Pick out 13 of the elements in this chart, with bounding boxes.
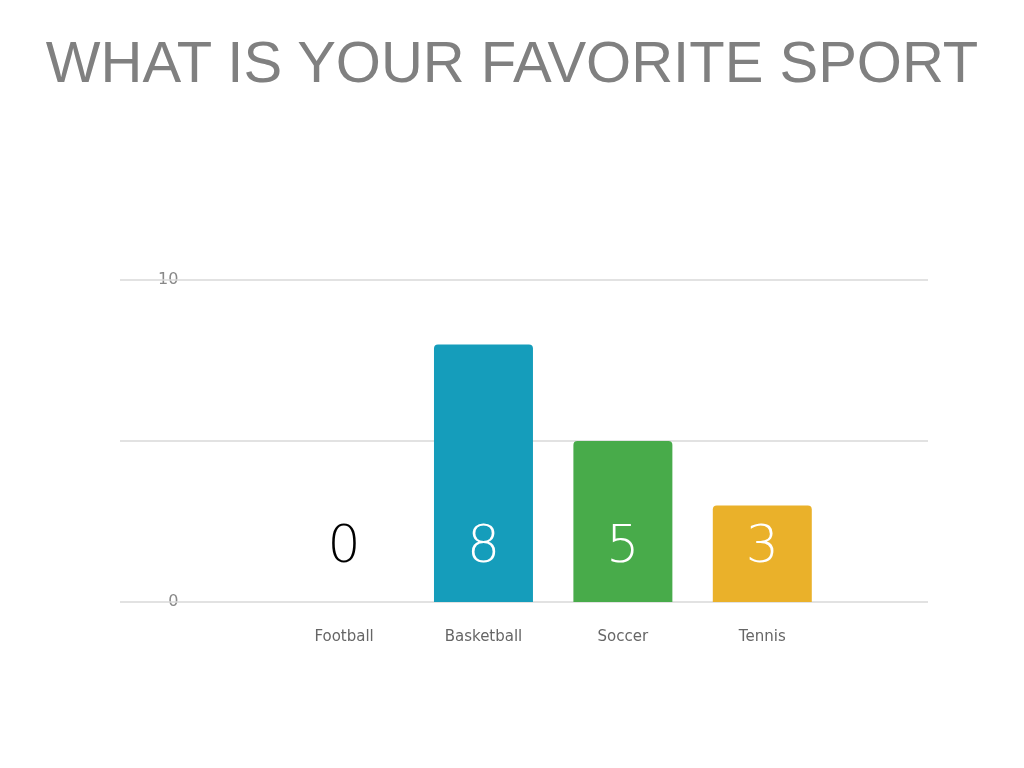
bar (712, 505, 812, 602)
x-tick-label: Tennis (737, 626, 786, 645)
x-tick-label: Basketball (444, 626, 523, 645)
data-label: 8 (466, 513, 501, 574)
x-tick-label: Soccer (597, 626, 650, 645)
x-tick-label: Football (314, 626, 374, 645)
chart-title: WHAT IS YOUR FAVORITE SPORT (44, 28, 980, 95)
bar (573, 441, 673, 602)
data-label: 3 (745, 513, 779, 574)
data-label: 0 (327, 513, 361, 574)
y-tick-label: 10 (158, 269, 179, 289)
bar (433, 344, 533, 602)
data-label: 5 (606, 513, 640, 574)
